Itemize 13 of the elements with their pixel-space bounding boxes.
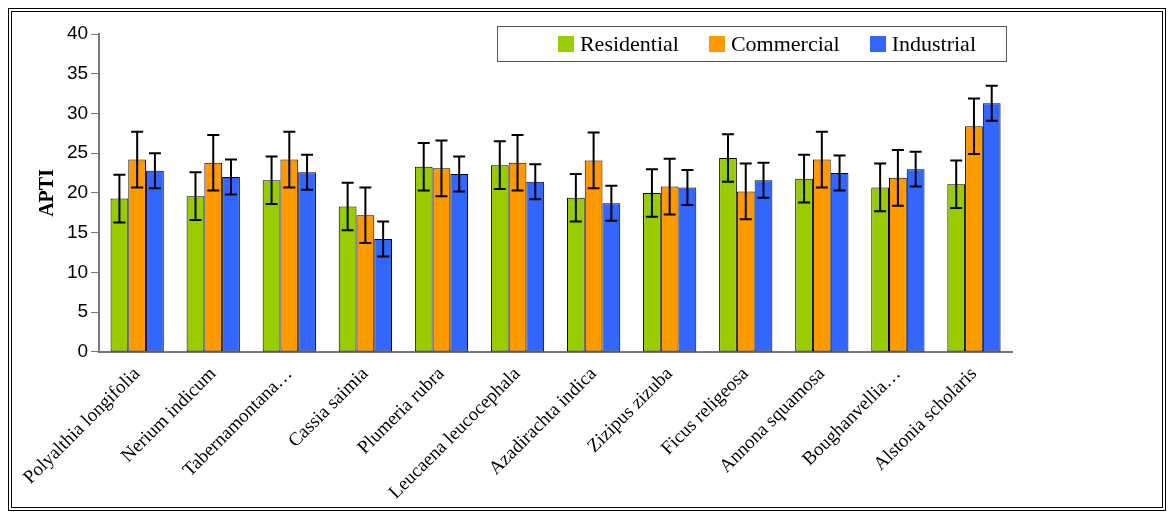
y-tick-label: 10 — [66, 260, 89, 282]
y-tick-label: 25 — [66, 141, 89, 163]
legend-label: Industrial — [891, 31, 976, 57]
legend-label: Commercial — [730, 31, 840, 57]
y-axis-title: APTI — [35, 168, 58, 217]
y-tick-label: 35 — [66, 61, 89, 83]
y-tick-label: 20 — [66, 181, 89, 203]
y-tick-label: 30 — [66, 101, 89, 123]
y-tick-label: 40 — [66, 22, 89, 44]
y-tick-label: 15 — [66, 220, 89, 242]
y-tick-label: 5 — [77, 300, 89, 322]
legend-label: Residential — [579, 31, 679, 57]
y-tick-label: 0 — [77, 340, 89, 362]
